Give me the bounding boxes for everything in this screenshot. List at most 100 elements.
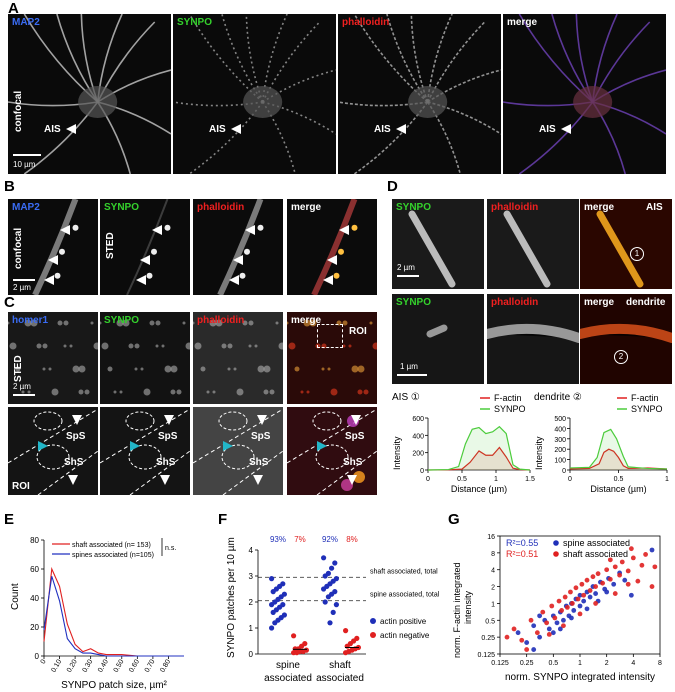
series-line — [43, 576, 184, 657]
y-tick-label: 1 — [249, 624, 254, 633]
data-point — [330, 609, 336, 615]
arrowhead-icon — [231, 124, 241, 134]
series-area — [570, 429, 667, 470]
data-point — [622, 577, 628, 583]
x-tick-label: 0.70 — [144, 658, 157, 673]
chart-patch-size-histogram: shaft associated (n= 153) spines associat… — [10, 536, 184, 690]
arrowhead-icon — [72, 415, 82, 425]
shs-label: ShS — [343, 457, 363, 468]
data-point — [619, 559, 625, 565]
y-tick-label: 0 — [249, 650, 254, 659]
x-tick-label: 8 — [658, 660, 662, 667]
data-point — [515, 630, 521, 636]
data-point — [531, 623, 537, 629]
scale-bar — [397, 275, 419, 277]
data-point — [630, 555, 636, 561]
profile-marker-2: 2 — [614, 350, 628, 364]
y-tick-label: 100 — [554, 458, 566, 465]
profile-title: dendrite ② — [534, 392, 582, 403]
ais-label: AIS — [209, 124, 226, 135]
arrowhead-icon — [140, 255, 150, 265]
y-tick-label: 8 — [491, 551, 495, 558]
data-point — [524, 647, 530, 652]
data-point — [612, 564, 618, 570]
shs-label: ShS — [249, 457, 269, 468]
panel-d-dendrite-image-1: phalloidin — [487, 294, 579, 384]
data-point — [639, 562, 645, 568]
panel-letter-f: F — [218, 511, 228, 528]
sps-label: SpS — [66, 431, 86, 442]
y-tick-label: 4 — [491, 568, 495, 575]
x-tick-label: 0 — [426, 476, 430, 483]
data-point — [552, 615, 558, 621]
y-tick-label: 600 — [412, 416, 424, 423]
data-point — [590, 574, 596, 580]
panel-b-channel-label: merge — [291, 202, 322, 213]
legend-label: F-actin — [494, 393, 522, 403]
data-point — [643, 552, 648, 557]
y-tick-label: 200 — [554, 447, 566, 454]
data-point — [649, 547, 655, 553]
y-tick-label: 0.25 — [481, 635, 495, 642]
data-point — [325, 594, 331, 600]
data-point — [579, 581, 585, 587]
data-point — [292, 646, 298, 652]
data-point — [607, 557, 613, 563]
data-point — [269, 625, 275, 631]
data-point — [628, 592, 634, 598]
data-point — [568, 589, 573, 595]
y-tick-label: 4 — [249, 546, 254, 555]
percent-label: 7% — [294, 535, 306, 544]
data-point — [562, 594, 568, 600]
data-point — [534, 630, 540, 636]
x-tick-label: 1 — [494, 476, 498, 483]
percent-label: 92% — [322, 535, 338, 544]
arrowhead-icon — [38, 441, 48, 451]
data-point — [628, 546, 634, 552]
data-point — [321, 555, 327, 561]
x-tick-label: 1 — [578, 660, 582, 667]
y-axis-label: Count — [10, 583, 21, 610]
panel-b-channel-label: MAP2 — [12, 202, 40, 213]
y-tick-label: 60 — [30, 565, 39, 574]
panel-c-side-label: STED — [13, 355, 24, 382]
legend-label: SYNPO — [631, 404, 663, 414]
y-axis-label: Intensity — [392, 436, 402, 470]
data-point — [343, 650, 349, 656]
panel-d-ais-image-1: phalloidin — [487, 199, 579, 289]
panel-a-channel-label: MAP2 — [12, 17, 40, 28]
data-point — [652, 564, 658, 570]
x-tick-label: 0.80 — [159, 658, 172, 673]
data-point — [581, 598, 587, 604]
y-tick-label: 200 — [412, 451, 424, 458]
data-point — [519, 637, 525, 643]
data-point — [537, 634, 543, 640]
category-label: spine — [276, 660, 300, 671]
series-line — [569, 448, 668, 470]
y-tick-label: 400 — [554, 426, 566, 433]
arrowhead-icon — [223, 441, 233, 451]
legend-label: spines associated (n=105) — [72, 552, 154, 559]
data-point — [581, 592, 587, 598]
x-tick-label: 0.30 — [82, 658, 95, 673]
data-point — [569, 601, 575, 606]
series-line — [427, 446, 531, 471]
panel-c-image-1: SYNPO — [100, 312, 190, 404]
y-tick-label: 3 — [249, 572, 254, 581]
data-point — [524, 640, 530, 645]
data-point — [329, 565, 335, 571]
panel-d-channel-label: merge — [584, 202, 615, 213]
arrowhead-icon — [164, 415, 174, 425]
data-point — [617, 572, 623, 578]
y-axis-label: norm. F-actin integrated — [452, 562, 462, 658]
data-point — [593, 584, 598, 589]
legend-label: shaft associated — [563, 549, 628, 559]
panel-letter-c: C — [4, 294, 15, 311]
scale-bar — [397, 374, 427, 376]
data-point — [577, 592, 583, 598]
data-point — [575, 596, 581, 602]
roi-corner-label: ROI — [12, 481, 30, 492]
data-point — [327, 620, 333, 626]
panel-c-channel-label: phalloidin — [197, 315, 245, 326]
x-axis-label: SYNPO patch size, µm² — [61, 680, 167, 690]
